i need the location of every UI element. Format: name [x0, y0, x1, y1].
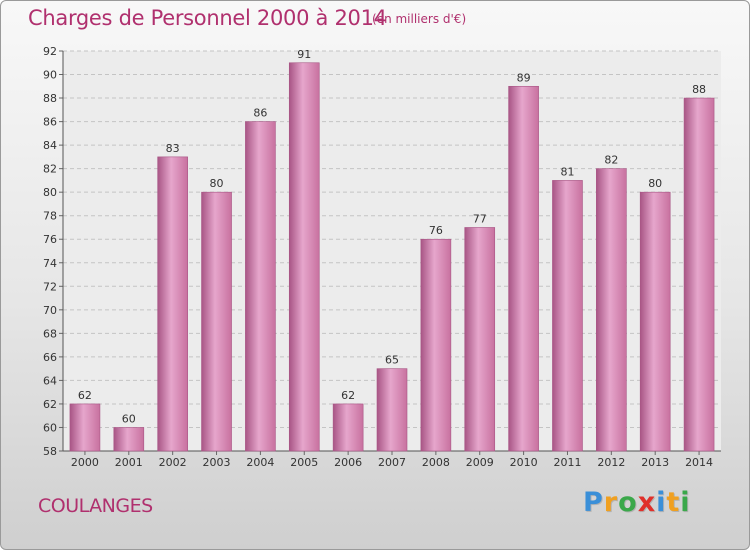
y-tick-label: 66: [43, 351, 57, 364]
value-label-2005: 91: [297, 48, 311, 61]
bar-2010: [508, 85, 539, 452]
logo-letter: r: [603, 487, 619, 518]
bar-2002: [157, 156, 188, 452]
bar-2003: [201, 191, 232, 452]
y-tick-label: 80: [43, 186, 57, 199]
value-label-2002: 83: [166, 142, 180, 155]
y-tick-label: 72: [43, 280, 57, 293]
y-tick-label: 84: [43, 139, 57, 152]
chart-subtitle: (en milliers d'€): [372, 12, 467, 26]
logo-letter: o: [618, 487, 638, 518]
y-tick-label: 76: [43, 233, 57, 246]
y-tick-label: 88: [43, 92, 57, 105]
y-tick-label: 78: [43, 210, 57, 223]
x-tick-label-2003: 2003: [203, 456, 231, 469]
bar-2000: [69, 403, 101, 452]
x-tick-label-2008: 2008: [422, 456, 450, 469]
x-tick-label-2013: 2013: [641, 456, 669, 469]
chart-title: Charges de Personnel 2000 à 2014: [28, 6, 387, 30]
y-tick-label: 82: [43, 163, 57, 176]
bar-2004: [245, 121, 276, 452]
bar-2009: [464, 227, 496, 452]
bar-2014: [683, 97, 715, 452]
x-tick-label-2000: 2000: [71, 456, 99, 469]
value-label-2013: 80: [648, 177, 662, 190]
x-tick-label-2011: 2011: [553, 456, 581, 469]
x-tick-label-2004: 2004: [246, 456, 274, 469]
logo-letter: P: [583, 487, 604, 518]
value-label-2009: 77: [473, 212, 487, 225]
x-tick-label-2012: 2012: [597, 456, 625, 469]
bar-layer: [69, 62, 715, 452]
bar-2005: [288, 62, 320, 452]
bar-2008: [420, 238, 452, 452]
bar-2001: [113, 427, 145, 452]
x-tick-label-2001: 2001: [115, 456, 143, 469]
label-layer: 62 2000 60 2001 83 2002 80 2003 86 2004 91 2005 62 20…: [71, 48, 713, 469]
value-label-2014: 88: [692, 83, 706, 96]
x-tick-label-2002: 2002: [159, 456, 187, 469]
x-tick-label-2009: 2009: [466, 456, 494, 469]
x-tick-label-2007: 2007: [378, 456, 406, 469]
value-label-2012: 82: [604, 154, 618, 167]
proxiti-logo: Proxiti: [583, 487, 691, 518]
y-tick-label: 68: [43, 327, 57, 340]
bar-2011: [552, 180, 583, 452]
value-label-2007: 65: [385, 354, 399, 367]
y-tick-label: 64: [43, 374, 57, 387]
logo-letter: i: [656, 487, 667, 518]
city-name: COULANGES: [38, 495, 153, 517]
value-label-2006: 62: [341, 389, 355, 402]
x-tick-label-2005: 2005: [290, 456, 318, 469]
bar-2013: [639, 191, 671, 452]
value-label-2001: 60: [122, 412, 136, 425]
value-label-2004: 86: [253, 107, 267, 120]
logo-letter: x: [637, 487, 657, 518]
value-label-2003: 80: [210, 177, 224, 190]
logo-letter: i: [680, 487, 691, 518]
y-tick-label: 90: [43, 69, 57, 82]
y-tick-label: 60: [43, 421, 57, 434]
bar-2007: [376, 368, 408, 452]
y-tick-label: 74: [43, 257, 57, 270]
value-label-2010: 89: [517, 71, 531, 84]
y-tick-label: 58: [43, 445, 57, 458]
x-tick-label-2006: 2006: [334, 456, 362, 469]
bar-2012: [596, 168, 627, 452]
axis-layer: 58 60 62 64 66 68 70 72 74 76 78 80 82 84 86 88 90 92: [43, 45, 721, 458]
y-tick-label: 92: [43, 45, 57, 58]
y-tick-label: 86: [43, 116, 57, 129]
x-tick-label-2014: 2014: [685, 456, 713, 469]
logo-letter: t: [666, 487, 681, 518]
x-tick-label-2010: 2010: [510, 456, 538, 469]
value-label-2008: 76: [429, 224, 443, 237]
value-label-2000: 62: [78, 389, 92, 402]
y-tick-label: 70: [43, 304, 57, 317]
bar-2006: [332, 403, 364, 452]
y-tick-label: 62: [43, 398, 57, 411]
value-label-2011: 81: [560, 165, 574, 178]
